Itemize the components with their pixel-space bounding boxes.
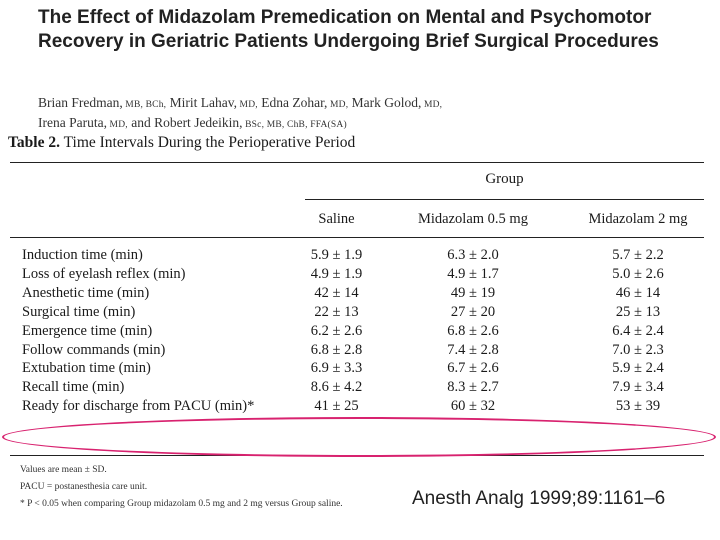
author-degrees: MD, <box>421 100 443 110</box>
author-degrees: MD, <box>327 100 349 110</box>
col-header-midazolam-05: Midazolam 0.5 mg <box>418 211 528 227</box>
table-cell: 6.3 ± 2.0 <box>447 247 499 263</box>
table-cell: 4.9 ± 1.9 <box>310 266 363 282</box>
table-cell: 8.3 ± 2.7 <box>447 379 499 395</box>
table-caption-text: Time Intervals During the Perioperative … <box>63 134 356 151</box>
table-cell: 5.0 ± 2.6 <box>612 266 664 282</box>
table-cell: 60 ± 32 <box>450 398 496 414</box>
row-label: Emergence time (min) <box>22 323 153 339</box>
table-note: Values are mean ± SD. <box>20 465 107 475</box>
table-cell: 25 ± 13 <box>615 304 661 320</box>
paper-title: The Effect of Midazolam Premedication on… <box>38 7 659 52</box>
row-label: Ready for discharge from PACU (min)* <box>22 398 255 414</box>
author-list: Brian Fredman, MB, BCh, Mirit Lahav, MD,… <box>38 94 708 134</box>
author-name: Edna Zohar, <box>257 95 328 110</box>
author-degrees: MB, BCh, <box>122 100 167 110</box>
table-cell: 5.9 ± 2.4 <box>612 360 664 376</box>
group-header: Group <box>485 171 524 187</box>
row-label: Anesthetic time (min) <box>22 285 150 301</box>
author-name: Mark Golod, <box>348 95 422 110</box>
author-name: Brian Fredman, <box>38 95 123 110</box>
table-top-rule <box>10 162 704 163</box>
table-cell: 6.7 ± 2.6 <box>447 360 499 376</box>
table-cell: 7.4 ± 2.8 <box>447 342 499 358</box>
table-cell: 49 ± 19 <box>450 285 496 301</box>
table-cell: 5.9 ± 1.9 <box>310 247 363 263</box>
header-rule <box>10 237 704 238</box>
row-label: Loss of eyelash reflex (min) <box>22 266 186 282</box>
table-cell: 6.8 ± 2.6 <box>447 323 499 339</box>
table-cell: 6.2 ± 2.6 <box>310 323 363 339</box>
table-cell: 6.9 ± 3.3 <box>310 360 363 376</box>
author-name: Irena Paruta, <box>38 115 107 130</box>
table-cell: 7.9 ± 3.4 <box>612 379 664 395</box>
table-cell: 7.0 ± 2.3 <box>612 342 664 358</box>
author-degrees: MD, <box>106 120 128 130</box>
table-caption: Table 2. Time Intervals During the Perio… <box>8 134 355 152</box>
journal-citation: Anesth Analg 1999;89:1161–6 <box>412 488 666 509</box>
table-cell: 53 ± 39 <box>615 398 661 414</box>
author-name: Mirit Lahav, <box>166 95 237 110</box>
row-label: Extubation time (min) <box>22 360 151 376</box>
highlight-oval <box>2 417 716 457</box>
row-label: Induction time (min) <box>22 247 143 263</box>
row-label: Surgical time (min) <box>22 304 136 320</box>
table-note: PACU = postanesthesia care unit. <box>20 482 148 492</box>
table-notes: Values are mean ± SD. PACU = postanesthe… <box>20 462 343 513</box>
table-cell: 6.4 ± 2.4 <box>612 323 664 339</box>
table-cell: 41 ± 25 <box>314 398 359 414</box>
table-cell: 42 ± 14 <box>314 285 359 301</box>
table-cell: 5.7 ± 2.2 <box>612 247 664 263</box>
table-cell: 4.9 ± 1.7 <box>447 266 499 282</box>
author-name: and Robert Jedeikin, <box>127 115 243 130</box>
table-cell: 27 ± 20 <box>450 304 496 320</box>
group-rule <box>305 199 704 200</box>
table-cell: 22 ± 13 <box>314 304 359 320</box>
author-degrees: BSc, MB, ChB, FFA(SA) <box>242 120 347 130</box>
table-note: * P < 0.05 when comparing Group midazola… <box>20 499 343 509</box>
author-degrees: MD, <box>236 100 258 110</box>
col-header-midazolam-2: Midazolam 2 mg <box>588 211 688 227</box>
row-label: Recall time (min) <box>22 379 125 395</box>
col-header-saline: Saline <box>318 211 355 227</box>
table-cell: 8.6 ± 4.2 <box>310 379 363 395</box>
row-label: Follow commands (min) <box>22 342 166 358</box>
table-cell: 46 ± 14 <box>615 285 661 301</box>
table-label: Table 2. <box>8 134 60 151</box>
table-cell: 6.8 ± 2.8 <box>310 342 363 358</box>
